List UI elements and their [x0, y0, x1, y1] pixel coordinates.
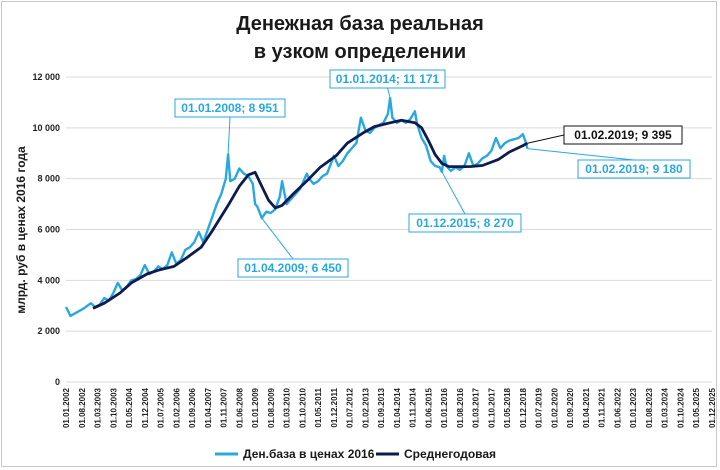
x-tick-label: 01.09.2013 [377, 387, 386, 428]
gridlines [66, 76, 712, 383]
x-tick-label: 01.10.2017 [487, 387, 496, 428]
x-tick-label: 01.07.2005 [157, 387, 166, 428]
annotation-leader [441, 171, 466, 215]
x-tick-label: 01.10.2003 [109, 387, 118, 428]
x-tick-label: 01.08.2002 [78, 387, 87, 428]
x-tick-label: 01.01.2016 [440, 387, 449, 428]
annotation-label: 01.01.2008; 8 951 [181, 101, 279, 115]
x-tick-label: 01.04.2014 [393, 387, 402, 428]
x-tick-label: 01.02.2020 [550, 387, 559, 428]
x-tick-label: 01.09.2020 [566, 387, 575, 428]
annotation-box [174, 98, 286, 118]
x-tick-label: 01.11.2007 [220, 387, 229, 427]
series-lines [64, 96, 529, 318]
x-tick-label: 01.12.2018 [519, 387, 528, 428]
annotation-leader [527, 148, 635, 161]
x-tick-label: 01.03.2017 [472, 387, 481, 428]
x-tick-label: 01.08.2009 [267, 387, 276, 428]
x-tick-label: 01.03.2024 [661, 387, 670, 428]
y-tick-label: 8 000 [37, 174, 60, 184]
legend-label-average: Среднегодовая [404, 447, 496, 461]
x-tick-label: 01.01.2009 [251, 387, 260, 428]
x-tick-label: 01.02.2006 [172, 387, 181, 428]
x-tick-label: 01.07.2019 [535, 387, 544, 428]
annotation-leader [227, 116, 231, 155]
chart-title-line-2: в узком определении [254, 41, 466, 63]
annotation-box [237, 258, 349, 278]
y-tick-label: 2 000 [37, 326, 60, 336]
legend-label-monthly: Ден.база в ценах 2016 [243, 447, 375, 461]
x-tick-label: 01.08.2016 [456, 387, 465, 428]
y-tick-labels: 0 2 000 4 000 6 000 8 000 10 000 12 000 [32, 72, 60, 387]
x-tick-label: 01.06.2015 [424, 387, 433, 428]
x-tick-label: 01.01.2002 [62, 387, 71, 428]
chart-title-line-1: Денежная база реальная [236, 13, 484, 35]
x-tick-label: 01.12.2011 [330, 387, 339, 427]
x-tick-label: 01.11.2014 [409, 387, 418, 427]
x-tick-label: 01.12.2025 [708, 387, 717, 428]
annotation-label: 01.04.2009; 6 450 [244, 261, 342, 275]
y-tick-label: 0 [55, 377, 60, 387]
annotation-leader [527, 134, 565, 144]
x-tick-label: 01.04.2021 [582, 387, 591, 428]
x-tick-label: 01.06.2022 [613, 387, 622, 428]
annotation-label: 01.12.2015; 8 270 [416, 216, 514, 230]
annotation-leader [261, 217, 294, 260]
x-tick-label: 01.03.2003 [94, 387, 103, 428]
x-tick-label: 01.09.2006 [188, 387, 197, 428]
x-tick-label: 01.07.2012 [346, 387, 355, 428]
x-tick-labels: 01.01.2002 01.08.2002 01.03.2003 01.10.2003… [62, 387, 717, 428]
annotation-box [329, 69, 446, 89]
y-axis-label: млрд. руб в ценах 2016 года [14, 146, 28, 314]
annotation-label: 01.01.2014; 11 171 [336, 72, 440, 86]
x-tick-label: 01.06.2008 [235, 387, 244, 428]
x-tick-label: 01.08.2023 [645, 387, 654, 428]
legend: Ден.база в ценах 2016 Среднегодовая [215, 447, 496, 461]
x-tick-label: 01.03.2010 [283, 387, 292, 428]
series-line-monthly [64, 96, 529, 318]
x-tick-label: 01.05.2004 [125, 387, 134, 428]
x-tick-label: 01.02.2013 [361, 387, 370, 428]
x-tick-label: 01.05.2025 [692, 387, 701, 428]
annotation-label: 01.02.2019; 9 395 [574, 128, 672, 142]
annotation-leader [387, 87, 391, 99]
annotations: 01.01.2008; 8 951 01.04.2009; 6 450 01.01.… [174, 69, 691, 278]
y-tick-label: 6 000 [37, 225, 60, 235]
y-tick-label: 4 000 [37, 275, 60, 285]
x-tick-label: 01.10.2010 [298, 387, 307, 428]
x-tick-label: 01.05.2011 [314, 387, 323, 427]
annotation-label: 01.02.2019; 9 180 [585, 162, 683, 176]
x-tick-label: 01.12.2004 [141, 387, 150, 428]
x-tick-label: 01.04.2007 [204, 387, 213, 428]
y-tick-label: 10 000 [32, 123, 60, 133]
annotation-box [408, 213, 522, 233]
annotation-box [577, 159, 691, 179]
x-tick-label: 01.11.2021 [598, 387, 607, 427]
x-tick-label: 01.05.2018 [503, 387, 512, 428]
x-tick-label: 01.01.2023 [629, 387, 638, 428]
x-tick-label: 01.10.2024 [676, 387, 685, 428]
series-line-average [92, 118, 529, 310]
annotation-box [563, 125, 683, 145]
y-tick-label: 12 000 [32, 72, 60, 82]
